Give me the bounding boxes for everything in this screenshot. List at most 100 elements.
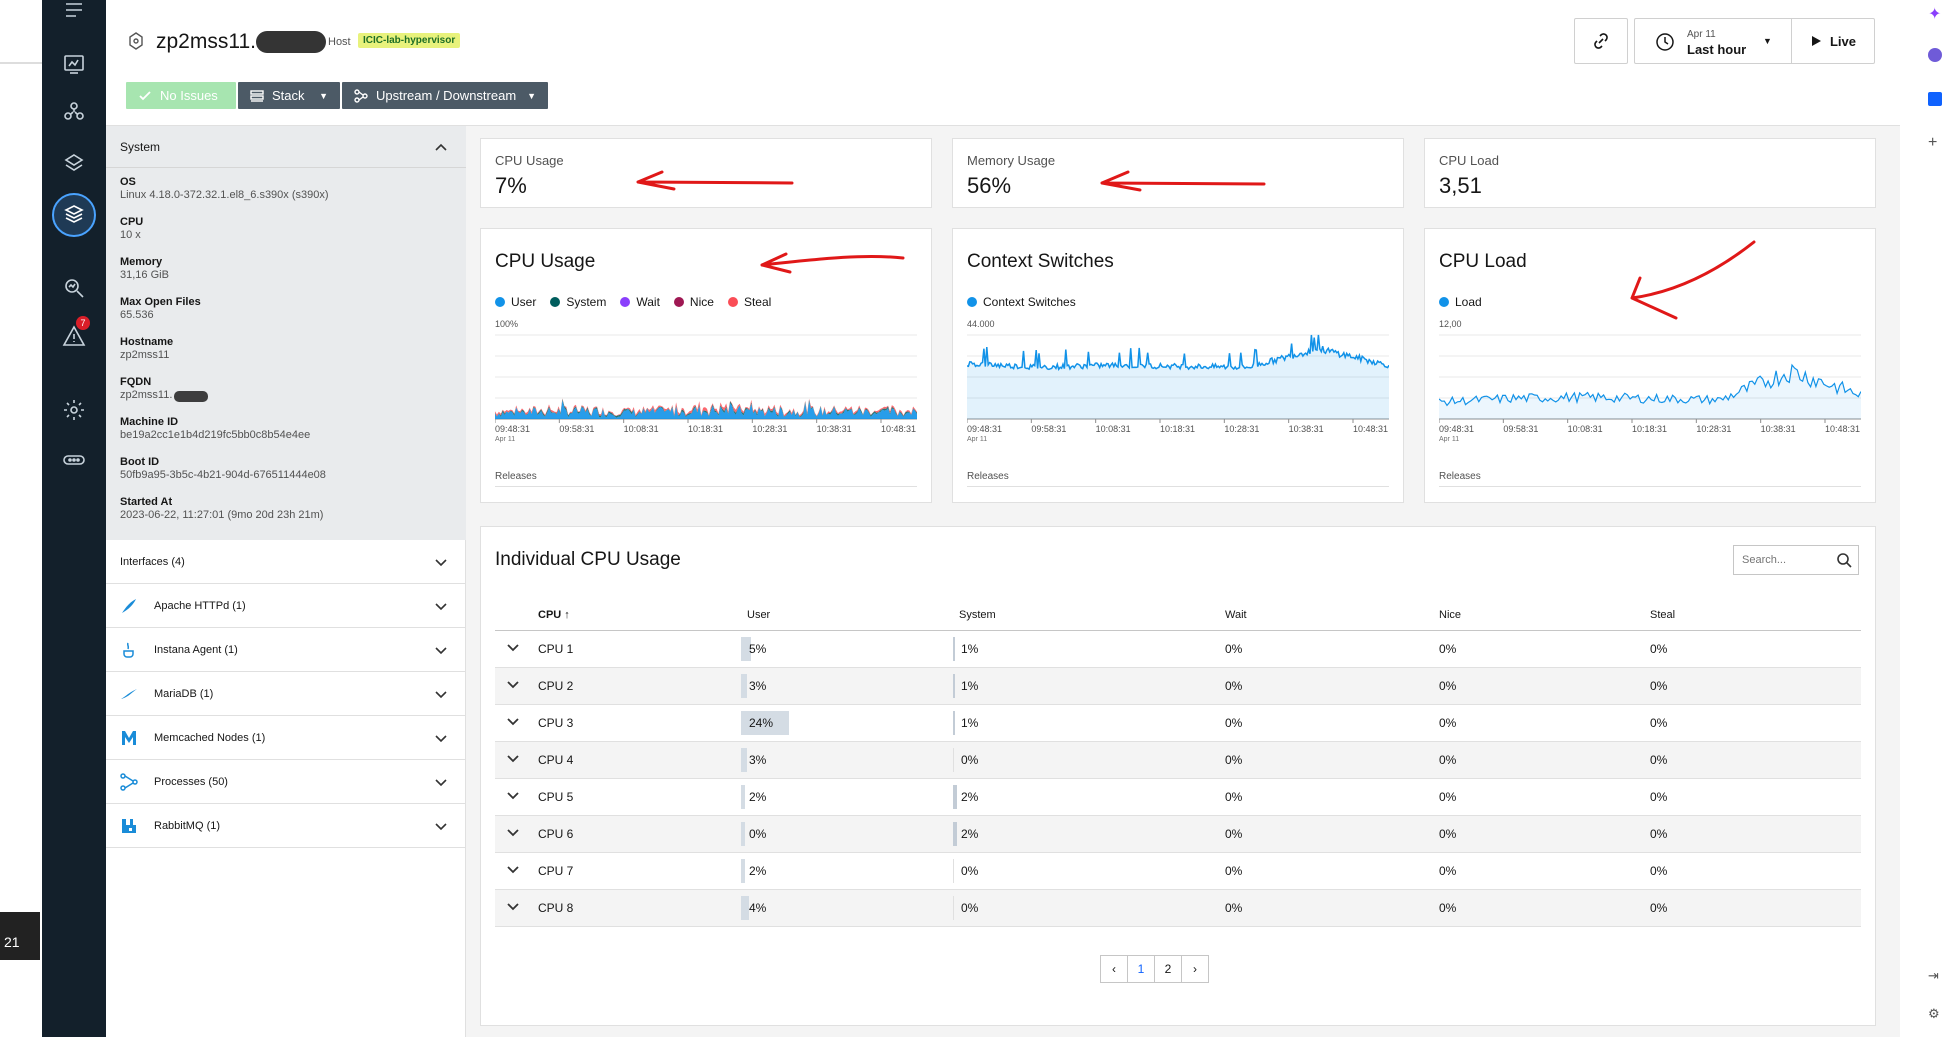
infrastructure-icon[interactable] (52, 193, 96, 237)
legend-item[interactable]: Load (1439, 295, 1482, 309)
section-mariadb[interactable]: MariaDB (1) (106, 672, 466, 716)
cell-user: 2% (749, 864, 767, 878)
table-row[interactable]: CPU 8 4% 0% 0% 0% 0% (495, 890, 1861, 927)
search-icon[interactable] (1836, 552, 1852, 568)
zone-tag[interactable]: ICIC-lab-hypervisor (358, 33, 461, 48)
section-memcached[interactable]: Memcached Nodes (1) (106, 716, 466, 760)
chevron-down-icon[interactable] (505, 787, 521, 803)
releases-track (495, 486, 917, 487)
legend-item[interactable]: Steal (727, 295, 771, 309)
cpu-usage-chart[interactable]: 09:48:31 09:58:31 10:08:31 10:18:31 10:28:31… (495, 331, 917, 461)
cell-cpu: CPU 6 (538, 827, 574, 841)
time-range-picker[interactable]: Apr 11 Last hour ▼ (1634, 18, 1792, 64)
system-section-header[interactable]: System (106, 126, 466, 168)
cell-system: 0% (961, 753, 979, 767)
more-icon[interactable] (58, 444, 90, 476)
sparkle-icon[interactable]: ✦ (1928, 6, 1942, 23)
legend-item[interactable]: System (550, 295, 606, 309)
section-rabbitmq[interactable]: RabbitMQ (1) (106, 804, 466, 848)
websites-icon[interactable] (58, 48, 90, 80)
cell-steal: 0% (1650, 679, 1668, 693)
chevron-down-icon[interactable] (505, 713, 521, 729)
legend-item[interactable]: Wait (620, 295, 660, 309)
table-row[interactable]: CPU 4 3% 0% 0% 0% 0% (495, 742, 1861, 779)
chart-legend: Context Switches (967, 295, 1076, 309)
cell-steal: 0% (1650, 790, 1668, 804)
cell-wait: 0% (1225, 679, 1243, 693)
chevron-down-icon[interactable] (505, 898, 521, 914)
prop-fqdn: FQDN zp2mss11. (120, 376, 172, 402)
no-issues-button[interactable]: No Issues (126, 82, 236, 109)
chevron-down-icon[interactable] (505, 861, 521, 877)
legend-label: System (566, 295, 607, 309)
upstream-downstream-dropdown[interactable]: Upstream / Downstream ▼ (342, 82, 548, 109)
section-processes[interactable]: Processes (50) (106, 760, 466, 804)
column-header-user[interactable]: User (747, 609, 771, 621)
column-header-cpu[interactable]: CPU ↑ (538, 609, 570, 621)
context-switches-chart[interactable]: 09:48:31 09:58:31 10:08:31 10:18:31 10:28:31… (967, 331, 1389, 461)
cpu-load-chart[interactable]: 09:48:31 09:58:31 10:08:31 10:18:31 10:28:31… (1439, 331, 1861, 461)
gear-icon[interactable]: ⚙ (1928, 1006, 1940, 1021)
chevron-up-icon (435, 143, 447, 151)
prop-value: zp2mss11. (120, 389, 173, 401)
chevron-down-icon[interactable] (505, 824, 521, 840)
chevron-down-icon[interactable] (505, 639, 521, 655)
cell-user: 3% (749, 753, 767, 767)
analytics-icon[interactable] (58, 272, 90, 304)
prop-value: be19a2cc1e1b4d219fc5bb0c8b54e4ee (120, 429, 311, 441)
extension-icon[interactable] (1928, 48, 1942, 62)
column-header-wait[interactable]: Wait (1225, 609, 1247, 621)
cell-user: 3% (749, 679, 767, 693)
page-button-1[interactable]: 1 (1127, 955, 1155, 983)
cell-steal: 0% (1650, 827, 1668, 841)
table-search[interactable] (1733, 545, 1859, 575)
user-usage-bar (741, 859, 745, 883)
kpi-memory-usage: Memory Usage 56% (952, 138, 1404, 208)
services-icon[interactable] (58, 96, 90, 128)
legend-item[interactable]: Nice (673, 295, 714, 309)
section-apache-httpd[interactable]: Apache HTTPd (1) (106, 584, 466, 628)
column-header-system[interactable]: System (959, 609, 996, 621)
section-interfaces[interactable]: Interfaces (4) (106, 540, 466, 584)
y-axis-max-label: 100% (495, 319, 519, 329)
exit-icon[interactable]: ⇥ (1928, 968, 1939, 983)
table-row[interactable]: CPU 3 24% 1% 0% 0% 0% (495, 705, 1861, 742)
add-icon[interactable]: + (1928, 134, 1938, 151)
prev-page-button[interactable]: ‹ (1100, 955, 1128, 983)
copy-link-button[interactable] (1574, 18, 1628, 64)
legend-item[interactable]: Context Switches (967, 295, 1076, 309)
table-row[interactable]: CPU 1 5% 1% 0% 0% 0% (495, 631, 1861, 668)
platforms-icon[interactable] (58, 148, 90, 180)
table-row[interactable]: CPU 6 0% 2% 0% 0% 0% (495, 816, 1861, 853)
events-icon[interactable]: 7 (58, 316, 90, 352)
section-instana-agent[interactable]: Instana Agent (1) (106, 628, 466, 672)
chevron-down-icon[interactable] (505, 750, 521, 766)
kpi-cpu-usage: CPU Usage 7% (480, 138, 932, 208)
search-input[interactable] (1734, 546, 1830, 574)
legend-dot (727, 297, 738, 307)
table-row[interactable]: CPU 2 3% 1% 0% 0% 0% (495, 668, 1861, 705)
outlook-icon[interactable] (1928, 92, 1942, 106)
stack-dropdown[interactable]: Stack ▼ (238, 82, 340, 109)
section-label: Processes (50) (154, 775, 228, 788)
settings-icon[interactable] (58, 394, 90, 426)
section-label: Interfaces (4) (120, 555, 185, 568)
column-header-nice[interactable]: Nice (1439, 609, 1462, 621)
menu-icon[interactable] (58, 0, 90, 26)
user-usage-bar (741, 674, 747, 698)
chevron-down-icon (435, 647, 447, 655)
table-row[interactable]: CPU 5 2% 2% 0% 0% 0% (495, 779, 1861, 816)
system-section: System OS Linux 4.18.0-372.32.1.el8_6.s39… (106, 126, 466, 540)
chevron-down-icon[interactable] (505, 676, 521, 692)
page-button-2[interactable]: 2 (1154, 955, 1182, 983)
x-tick-label: 10:48:31 (1353, 424, 1388, 434)
taskbar-badge[interactable]: 21 (0, 912, 40, 960)
series-line-load (1439, 363, 1861, 407)
legend-item[interactable]: User (495, 295, 536, 309)
column-header-steal[interactable]: Steal (1650, 609, 1676, 621)
prop-os: OS Linux 4.18.0-372.32.1.el8_6.s390x (s39… (120, 176, 329, 202)
table-row[interactable]: CPU 7 2% 0% 0% 0% 0% (495, 853, 1861, 890)
cell-steal: 0% (1650, 753, 1668, 767)
live-button[interactable]: Live (1791, 18, 1875, 64)
next-page-button[interactable]: › (1181, 955, 1209, 983)
